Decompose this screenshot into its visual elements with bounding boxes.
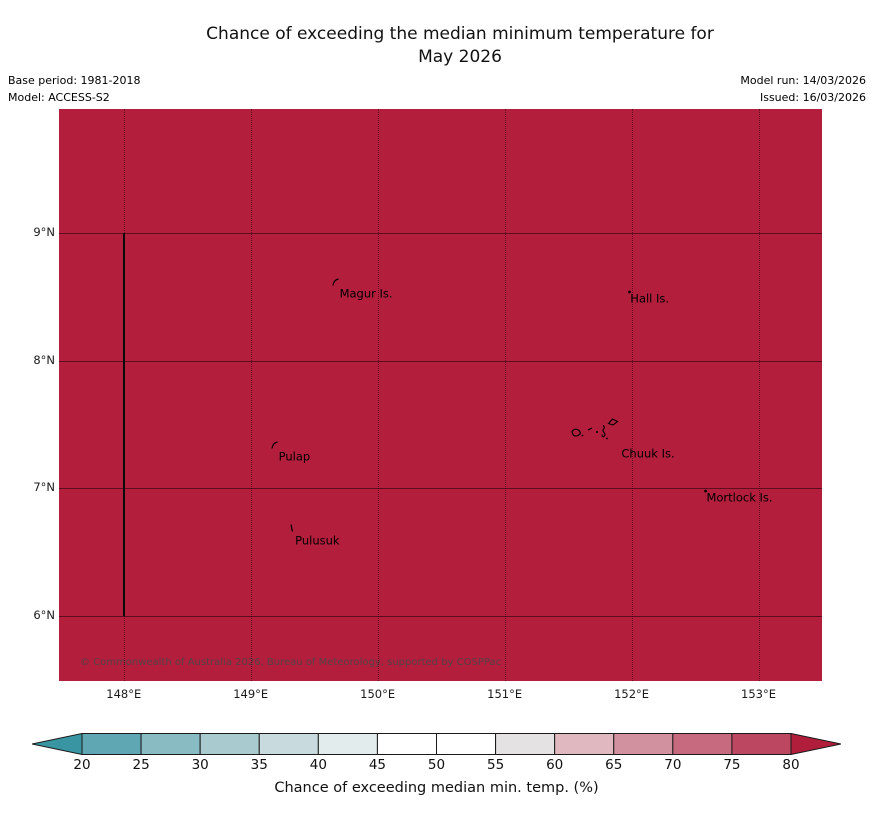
gridline-lon-150: [377, 109, 379, 681]
base-period-text: Base period: 1981-2018: [8, 74, 141, 87]
gridline-lat-9: [59, 232, 822, 234]
lon-tick-label: 148°E: [106, 687, 142, 701]
colorbar-tick-label: 30: [191, 757, 209, 773]
map-canvas: © Commonwealth of Australia 2026, Bureau…: [59, 109, 822, 681]
island-label: Pulap: [278, 449, 311, 464]
lat-tick-label: 7°N: [33, 480, 55, 495]
colorbar-tick-label: 35: [250, 757, 268, 773]
lat-tick-label: 6°N: [33, 607, 55, 622]
meta-right: Model run: 14/03/2026 Issued: 16/03/2026: [740, 72, 866, 106]
colorbar-tick-label: 80: [782, 757, 800, 773]
gridline-lon-149: [250, 109, 252, 681]
island-label: Mortlock Is.: [706, 490, 773, 505]
island-magur-is: Magur Is.: [331, 277, 393, 301]
colorbar-tick-label: 65: [605, 757, 623, 773]
gridline-lat-8: [59, 360, 822, 362]
island-label: Magur Is.: [339, 286, 393, 301]
island-hall-is: Hall Is.: [628, 287, 670, 306]
colorbar-tick-label: 20: [73, 757, 91, 773]
gridline-lon-153: [758, 109, 760, 681]
island-pulap: Pulap: [271, 441, 311, 465]
title-line-2: May 2026: [418, 47, 502, 67]
lat-tick-label: 9°N: [33, 224, 55, 239]
island-pulusuk: Pulusuk: [290, 524, 340, 549]
island-outline-icon: [289, 518, 294, 537]
island-label: Pulusuk: [295, 533, 340, 548]
issued-text: Issued: 16/03/2026: [759, 91, 866, 104]
gridline-lat-6: [59, 615, 822, 617]
island-outline-icon: [331, 271, 340, 290]
model-text: Model: ACCESS-S2: [8, 91, 110, 104]
lon-tick-label: 149°E: [233, 687, 269, 701]
gridline-lon-152: [631, 109, 633, 681]
colorbar-tick-label: 70: [664, 757, 682, 773]
copyright-text: © Commonwealth of Australia 2026, Bureau…: [80, 657, 502, 668]
island-mortlock-is: Mortlock Is.: [704, 486, 773, 505]
lon-tick-label: 150°E: [360, 687, 396, 701]
colorbar-tick-label: 25: [132, 757, 150, 773]
island-label: Hall Is.: [630, 291, 670, 306]
colorbar-tick-label: 60: [546, 757, 564, 773]
island-outline-icon: [627, 279, 632, 298]
island-outline-icon: [271, 435, 279, 454]
colorbar-tick-label: 40: [309, 757, 327, 773]
colorbar: [31, 732, 842, 756]
island-outline-icon: [703, 478, 708, 497]
model-run-text: Model run: 14/03/2026: [740, 74, 866, 87]
lon-tick-label: 153°E: [741, 687, 776, 701]
colorbar-gradient: [31, 732, 842, 756]
title-line-1: Chance of exceeding the median minimum t…: [206, 24, 714, 44]
colorbar-tick-label: 50: [427, 757, 446, 773]
gridline-lat-7: [59, 488, 822, 490]
island-outline-icon: [569, 416, 621, 450]
island-chuuk-is: Chuuk Is.: [571, 418, 675, 462]
colorbar-tick-label: 75: [723, 757, 741, 773]
gridline-lon-151: [504, 109, 506, 681]
state-border-line: [122, 232, 125, 616]
island-label: Chuuk Is.: [621, 446, 675, 461]
colorbar-tick-label: 45: [368, 757, 386, 773]
figure-title: Chance of exceeding the median minimum t…: [47, 23, 873, 69]
lat-tick-label: 8°N: [33, 352, 55, 367]
meta-left: Base period: 1981-2018 Model: ACCESS-S2: [8, 72, 140, 106]
colorbar-label: Chance of exceeding median min. temp. (%…: [274, 780, 599, 796]
lon-tick-label: 152°E: [614, 687, 650, 701]
lon-tick-label: 151°E: [487, 687, 523, 701]
colorbar-tick-label: 55: [486, 757, 505, 773]
